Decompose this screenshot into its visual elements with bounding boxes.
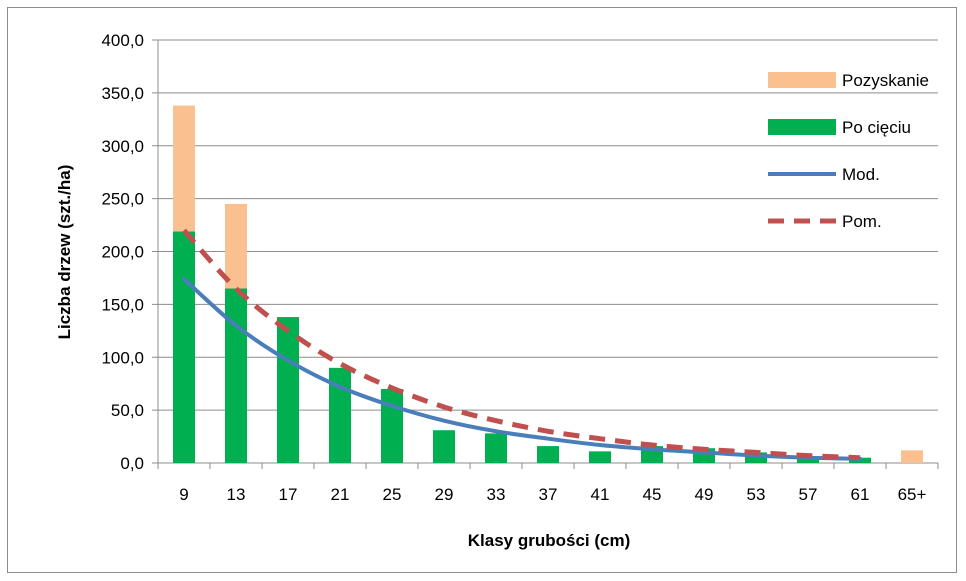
bar-po-cięciu <box>381 388 403 463</box>
x-tick-label: 29 <box>435 485 454 504</box>
x-tick-label: 61 <box>851 485 870 504</box>
y-tick-label: 350,0 <box>101 84 144 103</box>
legend-label: Po cięciu <box>842 118 911 137</box>
y-tick-labels: 0,0 50,0 100,0 150,0 200,0 250,0 300,0 350,0 400… <box>101 31 144 473</box>
bar-po-cięciu <box>329 367 351 463</box>
x-tick-label: 33 <box>487 485 506 504</box>
x-tick-labels: 9 13 17 21 25 29 33 37 41 45 49 53 57 61 65+ <box>179 485 926 504</box>
x-tick-label: 13 <box>227 485 246 504</box>
legend-label: Pozyskanie <box>842 71 929 90</box>
x-tick-label: 45 <box>643 485 662 504</box>
bar-pozyskanie <box>225 203 247 289</box>
bar-po-cięciu <box>277 317 299 463</box>
bar-po-cięciu <box>745 452 767 463</box>
bar-po-cięciu <box>537 446 559 463</box>
x-tick-label: 65+ <box>898 485 927 504</box>
y-tick-label: 400,0 <box>101 31 144 50</box>
y-tick-label: 100,0 <box>101 348 144 367</box>
legend-label: Pom. <box>842 212 882 231</box>
bars <box>173 105 923 463</box>
x-tick-label: 25 <box>383 485 402 504</box>
legend-label: Mod. <box>842 165 880 184</box>
x-axis-title: Klasy grubości (cm) <box>468 531 631 550</box>
chart-frame <box>7 7 957 573</box>
x-tick-label: 57 <box>799 485 818 504</box>
legend-swatch <box>768 72 836 88</box>
line-pom <box>182 228 861 461</box>
grid-lines <box>152 39 939 469</box>
y-tick-label: 250,0 <box>101 190 144 209</box>
bar-po-cięciu <box>225 288 247 463</box>
bar-pozyskanie <box>173 105 195 232</box>
bar-pozyskanie <box>901 450 923 463</box>
x-tick-label: 37 <box>539 485 558 504</box>
x-tick-label: 9 <box>179 485 188 504</box>
bar-po-cięciu <box>433 430 455 463</box>
legend-swatch <box>768 119 836 135</box>
y-axis-title: Liczba drzew (szt./ha) <box>55 165 74 340</box>
y-tick-label: 0,0 <box>120 454 144 473</box>
x-tick-label: 49 <box>695 485 714 504</box>
legend: Pozyskanie Po cięciu Mod. Pom. <box>768 71 929 231</box>
y-tick-label: 50,0 <box>111 401 144 420</box>
bar-po-cięciu <box>173 231 195 463</box>
y-tick-label: 150,0 <box>101 295 144 314</box>
line-mod <box>182 276 862 461</box>
y-tick-label: 300,0 <box>101 137 144 156</box>
x-tick-label: 17 <box>279 485 298 504</box>
x-tick-label: 53 <box>747 485 766 504</box>
bar-po-cięciu <box>485 433 507 463</box>
y-tick-label: 200,0 <box>101 243 144 262</box>
bar-po-cięciu <box>797 458 819 463</box>
bar-po-cięciu <box>589 451 611 463</box>
x-tick-label: 41 <box>591 485 610 504</box>
x-tick-label: 21 <box>331 485 350 504</box>
lines <box>182 228 862 461</box>
